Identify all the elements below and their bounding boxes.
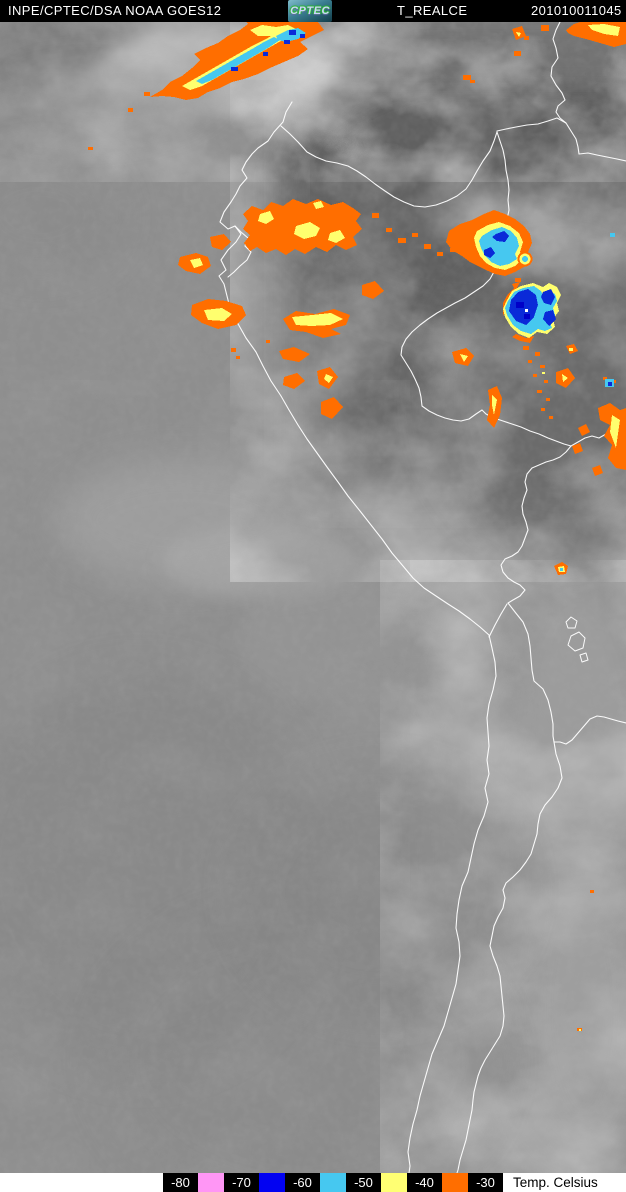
product-label: T_REALCE bbox=[397, 3, 468, 18]
legend-swatch-2 bbox=[320, 1173, 346, 1192]
storm-cell-blue-core bbox=[503, 282, 520, 316]
border-ecuador-peru bbox=[227, 225, 252, 278]
timestamp-label: 201010011045 bbox=[531, 3, 622, 18]
salar-outline-3 bbox=[579, 652, 589, 663]
legend-row: -80 -70 -60 -50 -40 -30 bbox=[163, 1173, 503, 1192]
legend-tick--30: -30 bbox=[468, 1173, 503, 1192]
pacific-coastline bbox=[218, 101, 497, 1173]
legend-tick--60: -60 bbox=[285, 1173, 320, 1192]
temperature-legend: -80 -70 -60 -50 -40 -30 Temp. Celsius bbox=[0, 1173, 626, 1192]
salar-outline-2 bbox=[567, 631, 586, 652]
border-bolivia-paraguay bbox=[553, 715, 626, 745]
legend-tick--40: -40 bbox=[407, 1173, 442, 1192]
header-bar: INPE/CPTEC/DSA NOAA GOES12 CPTEC T_REALC… bbox=[0, 0, 626, 22]
cptec-logo: CPTEC bbox=[288, 0, 332, 22]
cptec-logo-text: CPTEC bbox=[290, 5, 330, 17]
legend-swatch-1 bbox=[259, 1173, 285, 1192]
border-bolivia-brazil bbox=[456, 445, 572, 1173]
salar-outline-1 bbox=[565, 616, 578, 629]
legend-tick--50: -50 bbox=[346, 1173, 381, 1192]
legend-swatch-3 bbox=[381, 1173, 407, 1192]
cloud-texture bbox=[0, 22, 626, 1173]
legend-swatch-4 bbox=[442, 1173, 468, 1192]
border-colombia-brazil bbox=[496, 117, 567, 132]
border-colombia-ecuador bbox=[280, 125, 498, 208]
source-label: INPE/CPTEC/DSA NOAA GOES12 bbox=[8, 3, 222, 18]
legend-units-label: Temp. Celsius bbox=[513, 1175, 598, 1190]
border-venezuela bbox=[550, 22, 626, 162]
legend-tick--70: -70 bbox=[224, 1173, 259, 1192]
satellite-image bbox=[0, 22, 626, 1173]
legend-swatch-0 bbox=[198, 1173, 224, 1192]
storm-cells bbox=[88, 22, 626, 1031]
legend-tick--80: -80 bbox=[163, 1173, 198, 1192]
border-peru-chile bbox=[488, 603, 508, 638]
